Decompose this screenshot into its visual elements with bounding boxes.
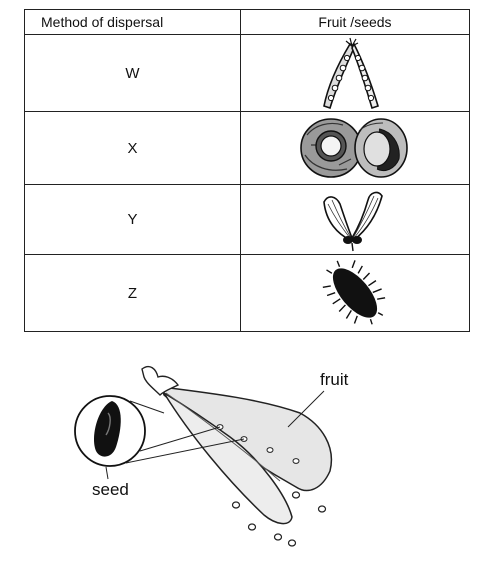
fruit-cell-z [240,254,470,332]
scattered-seeds [231,491,327,547]
row-label-y: Y [24,184,241,255]
fruit-label: fruit [320,370,349,389]
winged-fruit-icon [323,191,383,251]
calyx [141,365,180,396]
header-fruit-seeds: Fruit /seeds [240,9,470,35]
header-method: Method of dispersal [24,9,241,35]
hooked-fruit-icon [322,260,386,325]
fruit-cell-x [240,111,470,185]
magnified-seed [93,401,121,457]
dispersal-table: Method of dispersal Fruit /seeds W X [24,9,470,332]
pod-lower-valve [163,392,293,525]
row-label-w: W [24,34,241,112]
fruit-cell-w [240,34,470,112]
seed-label: seed [92,480,129,499]
coconut-icon [300,118,408,178]
row-label-z: Z [24,254,241,332]
split-pod-diagram-icon: fruit seed [74,365,349,547]
row-label-x: X [24,111,241,185]
fruit-cell-y [240,184,470,255]
pea-pod-icon [323,37,379,110]
